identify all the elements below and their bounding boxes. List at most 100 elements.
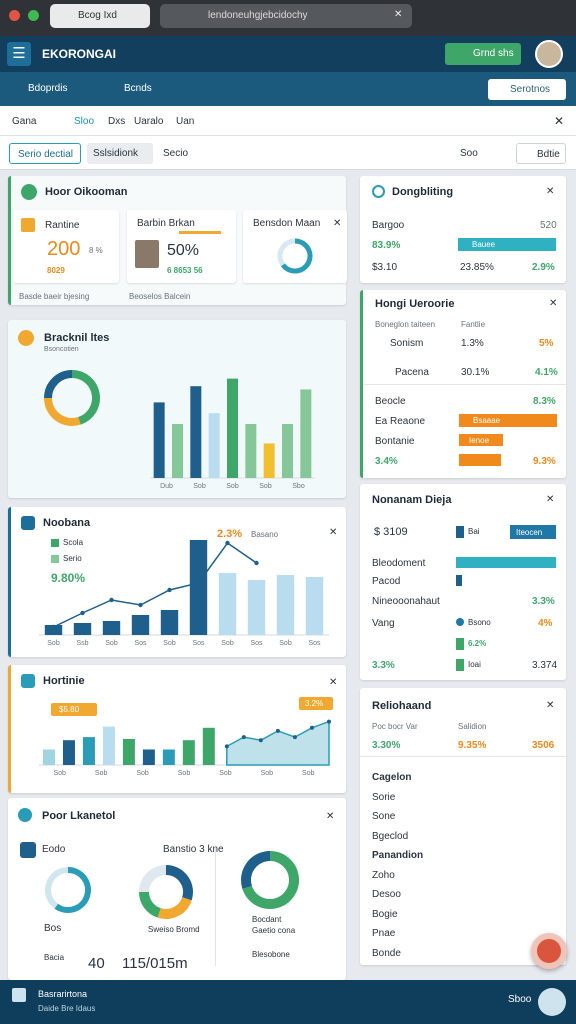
- area: [226, 720, 330, 766]
- value: $3.10: [372, 262, 398, 273]
- x-tick-label: Sos: [134, 640, 147, 647]
- value: 6.2%: [468, 639, 487, 648]
- close[interactable]: ✕: [329, 527, 338, 538]
- nav-item[interactable]: Bcnds: [124, 83, 152, 94]
- list-item[interactable]: Sone: [372, 811, 396, 822]
- bar: [300, 389, 312, 478]
- close[interactable]: ✕: [394, 9, 403, 20]
- x-tick-label: Sos: [308, 640, 321, 647]
- bar: Bsaaae: [459, 414, 557, 427]
- card: Barbin Brkan 50% 6 8653 56: [127, 210, 236, 283]
- list-item[interactable]: Panandion: [372, 850, 424, 861]
- list-item[interactable]: Bgeclod: [372, 830, 409, 842]
- tab[interactable]: Uan: [176, 116, 195, 127]
- tab[interactable]: Uaralo: [134, 116, 164, 127]
- button[interactable]: Serotnos: [488, 79, 566, 100]
- search[interactable]: Soo: [460, 148, 478, 159]
- button[interactable]: Bdtie: [516, 143, 566, 164]
- tab-title: Bcog Ixd: [78, 10, 117, 21]
- tab[interactable]: Gana: [12, 116, 37, 127]
- button[interactable]: Iteocen: [510, 525, 556, 539]
- close[interactable]: ✕: [546, 186, 555, 197]
- close[interactable]: ✕: [546, 700, 555, 711]
- icon[interactable]: [538, 988, 566, 1016]
- bar: [172, 424, 183, 478]
- close[interactable]: ✕: [554, 114, 565, 128]
- value: 23.85%: [460, 262, 494, 273]
- panel: Bracknil ltes Bsoncotien Dub Sob Sob Sob Sbo: [8, 320, 346, 498]
- list-item[interactable]: Sorie: [372, 791, 396, 803]
- bar-chart: Dub Sob Sob Sob Sbo: [150, 378, 315, 490]
- icon: [21, 184, 37, 200]
- button-label: Iteocen: [516, 528, 543, 537]
- value: 3506: [532, 740, 555, 751]
- badge-label: Basano: [251, 530, 279, 539]
- avatar[interactable]: [535, 40, 563, 68]
- card: Rantine 200 8 % 8029: [13, 210, 119, 283]
- bar: [227, 378, 238, 478]
- address-bar[interactable]: lendoneuhgjebcidochy ✕: [160, 4, 412, 28]
- bar: [142, 749, 155, 765]
- list-item[interactable]: Zoho: [372, 869, 395, 881]
- card-note: 6 8653 56: [167, 266, 203, 275]
- bar: [263, 443, 275, 478]
- x-tick-label: Sob: [261, 770, 274, 777]
- area-point: [292, 735, 297, 740]
- divider: [215, 848, 216, 966]
- tab[interactable]: Dxs: [108, 116, 126, 127]
- list-item[interactable]: Bogie: [372, 908, 398, 920]
- label: Pacod: [372, 576, 401, 587]
- nav-item[interactable]: Bdoprdis: [28, 83, 68, 94]
- list-item[interactable]: Desoo: [372, 889, 401, 900]
- close[interactable]: ✕: [549, 298, 558, 309]
- x-tick-label: Sob: [136, 770, 149, 777]
- x-tick-label: Sob: [178, 770, 191, 777]
- list-item[interactable]: Bonde: [372, 947, 401, 959]
- donut-segment: [54, 867, 91, 913]
- label: Eodo: [42, 844, 66, 855]
- value: 3.374: [532, 660, 558, 671]
- close[interactable]: ✕: [326, 811, 335, 822]
- tab[interactable]: Bcog Ixd: [50, 4, 150, 28]
- menu[interactable]: ☰: [7, 42, 31, 66]
- fab[interactable]: [531, 933, 567, 969]
- area-point: [241, 735, 246, 740]
- button[interactable]: Sslsidionk: [87, 143, 153, 164]
- tab-row: Gana Sloo Dxs Uaralo Uan ✕: [0, 106, 576, 136]
- icon: [21, 218, 35, 232]
- panel-title: Bracknil ltes: [44, 332, 110, 344]
- label: Bargoo: [372, 220, 405, 231]
- panel-title: Poor Lkanetol: [42, 810, 116, 822]
- x-tick-label: Sob: [302, 770, 315, 777]
- accent: [179, 231, 221, 234]
- stat: 9.80%: [51, 571, 86, 585]
- card-unit: 8 %: [89, 246, 103, 255]
- button[interactable]: Grnd shs: [445, 43, 521, 65]
- area-point: [275, 728, 280, 733]
- divider: [360, 756, 566, 757]
- close[interactable]: ✕: [329, 677, 338, 688]
- close[interactable]: ✕: [546, 494, 555, 505]
- dot[interactable]: [28, 10, 39, 21]
- icon: [12, 988, 26, 1002]
- area-point: [327, 719, 331, 724]
- list-item[interactable]: Cagelon: [372, 772, 412, 783]
- panel: Dongbliting ✕ Bargoo 520 83.9% Bauee $3.…: [360, 176, 566, 283]
- label: Bacia: [44, 953, 65, 962]
- button[interactable]: Serio dectial: [9, 143, 81, 164]
- footer-link[interactable]: Sboo: [508, 994, 532, 1005]
- value: 9.3%: [533, 456, 556, 467]
- panel: Hoor Oikooman Rantine 200 8 % 8029 Barbi…: [8, 176, 347, 305]
- list-item[interactable]: Pnae: [372, 928, 396, 939]
- column-header: Salidion: [458, 722, 487, 731]
- tab[interactable]: Sloo: [74, 116, 95, 127]
- legend-label: Scola: [63, 538, 84, 547]
- dot[interactable]: [9, 10, 20, 21]
- bar: [102, 726, 115, 765]
- donut: [45, 867, 91, 913]
- label: Blesobone: [252, 950, 290, 959]
- filter[interactable]: Secio: [163, 148, 189, 159]
- x-tick-label: Dub: [160, 483, 173, 490]
- close[interactable]: ✕: [333, 218, 342, 229]
